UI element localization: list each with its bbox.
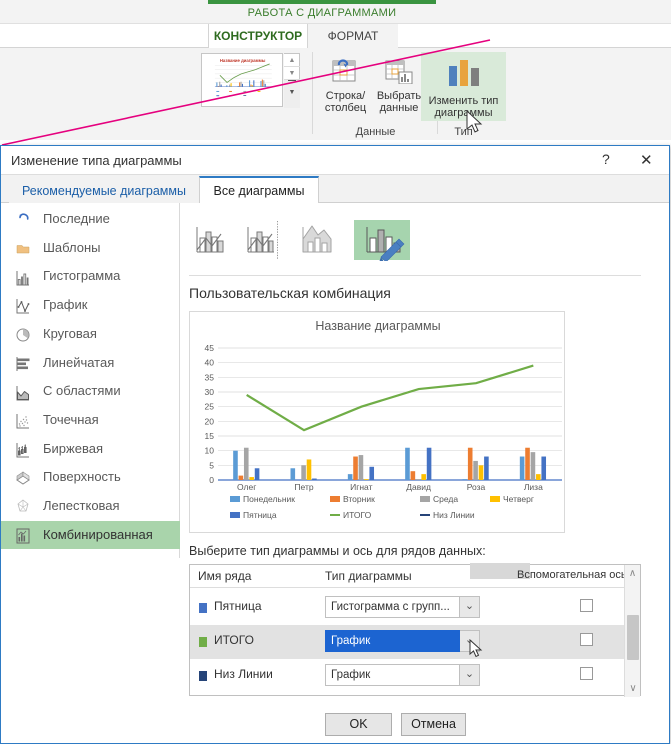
svg-text:Роза: Роза: [467, 482, 486, 492]
svg-text:Пятница: Пятница: [243, 510, 277, 520]
svg-text:Название диаграммы: Название диаграммы: [315, 319, 440, 333]
svg-text:ИТОГО: ИТОГО: [343, 510, 372, 520]
svg-text:40: 40: [205, 358, 215, 368]
svg-text:Название диаграммы: Название диаграммы: [220, 58, 266, 63]
svg-text:Низ Линии: Низ Линии: [433, 510, 475, 520]
svg-text:Петр: Петр: [294, 482, 313, 492]
svg-text:25: 25: [205, 402, 215, 412]
svg-text:0: 0: [209, 475, 214, 485]
svg-text:Игнат: Игнат: [350, 482, 372, 492]
svg-text:45: 45: [205, 343, 215, 353]
svg-text:10: 10: [205, 446, 215, 456]
svg-text:20: 20: [205, 416, 215, 426]
svg-text:Олег: Олег: [237, 482, 256, 492]
svg-text:Четверг: Четверг: [503, 494, 534, 504]
svg-text:35: 35: [205, 372, 215, 382]
svg-text:Понедельник: Понедельник: [243, 494, 295, 504]
svg-text:Давид: Давид: [406, 482, 431, 492]
svg-text:30: 30: [205, 387, 215, 397]
svg-text:5: 5: [209, 460, 214, 470]
svg-text:Лиза: Лиза: [524, 482, 543, 492]
svg-text:15: 15: [205, 431, 215, 441]
svg-text:Вторник: Вторник: [343, 494, 375, 504]
svg-text:Среда: Среда: [433, 494, 458, 504]
